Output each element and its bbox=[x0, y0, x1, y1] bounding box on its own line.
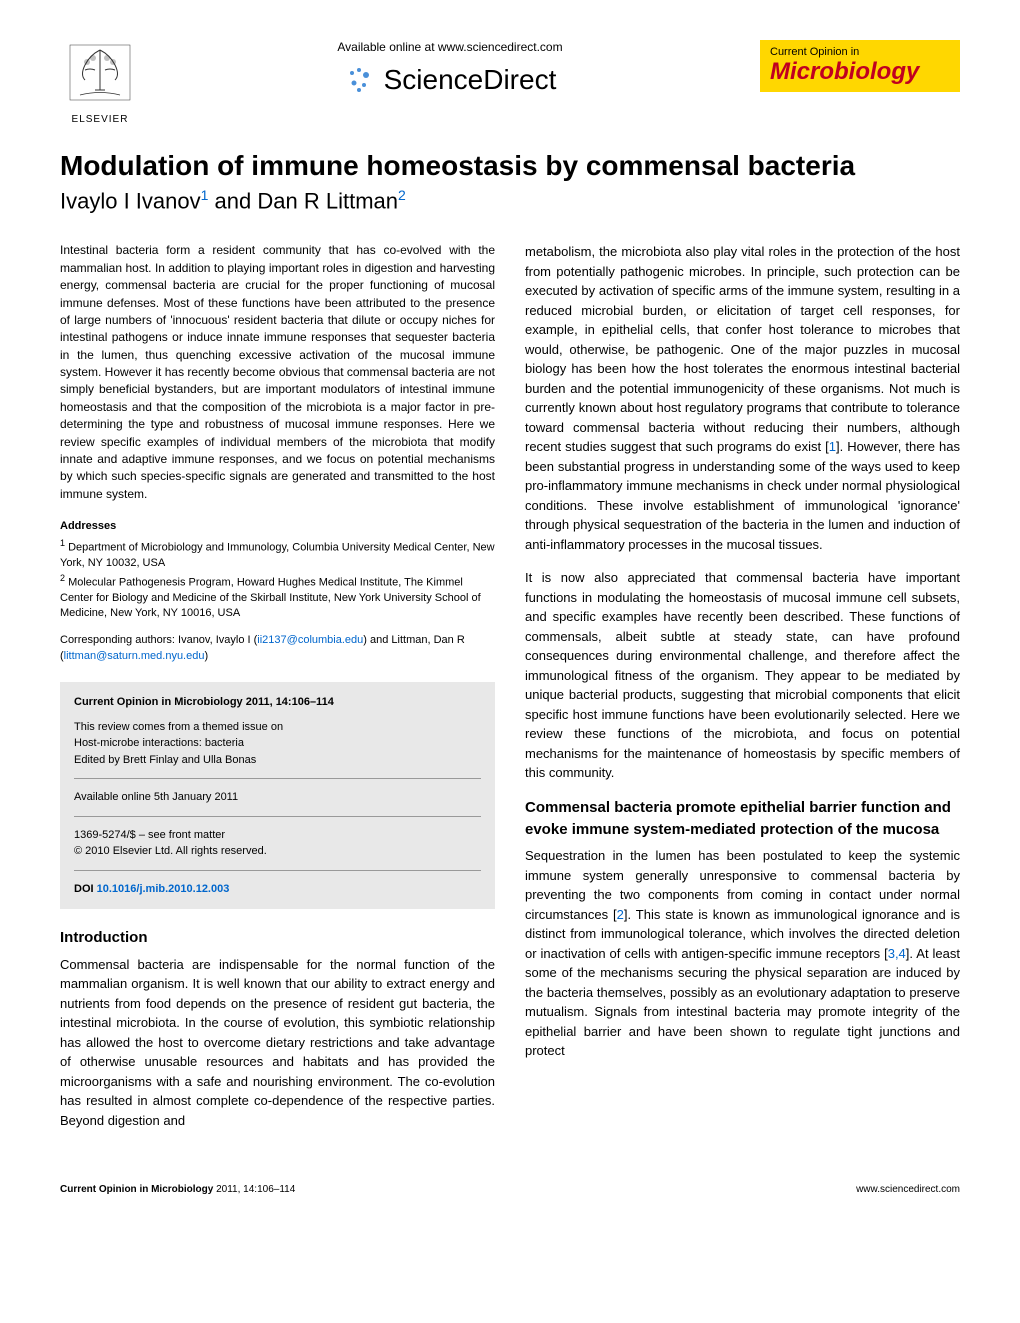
author-2: Dan R Littman bbox=[257, 188, 398, 213]
addresses-label: Addresses bbox=[60, 519, 495, 535]
ref-link-34[interactable]: 3,4 bbox=[888, 946, 906, 961]
author-connector: and bbox=[208, 188, 257, 213]
left-column: Intestinal bacteria form a resident comm… bbox=[60, 242, 495, 1144]
infobox-issn-block: 1369-5274/$ – see front matter © 2010 El… bbox=[74, 827, 481, 860]
doi-label: DOI bbox=[74, 883, 97, 895]
journal-badge: Current Opinion in Microbiology bbox=[760, 40, 960, 92]
infobox-divider-3 bbox=[74, 870, 481, 871]
elsevier-label: ELSEVIER bbox=[60, 114, 140, 125]
col2-p1-b: ]. However, there has been substantial p… bbox=[525, 439, 960, 552]
available-online-text: Available online at www.sciencedirect.co… bbox=[140, 40, 760, 54]
infobox-citation: Current Opinion in Microbiology 2011, 14… bbox=[74, 694, 481, 711]
introduction-heading: Introduction bbox=[60, 927, 495, 949]
sciencedirect-text: ScienceDirect bbox=[384, 64, 557, 96]
ref-link-2[interactable]: 2 bbox=[617, 907, 624, 922]
page-container: ELSEVIER Available online at www.science… bbox=[0, 0, 1020, 1225]
infobox-doi-row: DOI 10.1016/j.mib.2010.12.003 bbox=[74, 881, 481, 898]
section-2-heading: Commensal bacteria promote epithelial ba… bbox=[525, 797, 960, 841]
page-footer: Current Opinion in Microbiology 2011, 14… bbox=[60, 1174, 960, 1195]
intro-paragraph-1: Commensal bacteria are indispensable for… bbox=[60, 955, 495, 1131]
header-row: ELSEVIER Available online at www.science… bbox=[60, 40, 960, 125]
col2-p1-a: metabolism, the microbiota also play vit… bbox=[525, 244, 960, 454]
email-link-2[interactable]: littman@saturn.med.nyu.edu bbox=[64, 650, 205, 662]
authors: Ivaylo I Ivanov1 and Dan R Littman2 bbox=[60, 187, 960, 214]
infobox-divider-1 bbox=[74, 778, 481, 779]
journal-name: Microbiology bbox=[770, 58, 950, 86]
corresponding-authors: Corresponding authors: Ivanov, Ivaylo I … bbox=[60, 633, 495, 664]
article-title: Modulation of immune homeostasis by comm… bbox=[60, 150, 960, 182]
infobox-review-line3: Edited by Brett Finlay and Ulla Bonas bbox=[74, 754, 256, 766]
sciencedirect-logo: ScienceDirect bbox=[344, 64, 557, 96]
ref-link-1[interactable]: 1 bbox=[829, 439, 836, 454]
sciencedirect-icon bbox=[344, 65, 374, 95]
author-2-affil: 2 bbox=[398, 187, 406, 203]
addresses-block: 1 Department of Microbiology and Immunol… bbox=[60, 537, 495, 621]
email-link-1[interactable]: ii2137@columbia.edu bbox=[257, 634, 363, 646]
infobox-available: Available online 5th January 2011 bbox=[74, 789, 481, 806]
section-2-paragraph: Sequestration in the lumen has been post… bbox=[525, 846, 960, 1061]
infobox-review-line1: This review comes from a themed issue on bbox=[74, 721, 283, 733]
author-1: Ivaylo I Ivanov bbox=[60, 188, 201, 213]
two-column-layout: Intestinal bacteria form a resident comm… bbox=[60, 242, 960, 1144]
footer-right: www.sciencedirect.com bbox=[856, 1184, 960, 1195]
col2-paragraph-1: metabolism, the microbiota also play vit… bbox=[525, 242, 960, 554]
infobox-issn: 1369-5274/$ – see front matter bbox=[74, 829, 225, 841]
footer-left: Current Opinion in Microbiology 2011, 14… bbox=[60, 1184, 295, 1195]
corresponding-suffix: ) bbox=[204, 650, 208, 662]
info-box: Current Opinion in Microbiology 2011, 14… bbox=[60, 682, 495, 909]
footer-journal: Current Opinion in Microbiology bbox=[60, 1184, 213, 1195]
doi-link[interactable]: 10.1016/j.mib.2010.12.003 bbox=[97, 883, 230, 895]
address-1: Department of Microbiology and Immunolog… bbox=[60, 542, 495, 569]
journal-prefix: Current Opinion in bbox=[770, 46, 950, 58]
elsevier-tree-icon bbox=[65, 40, 135, 110]
s2-c: ]. At least some of the mechanisms secur… bbox=[525, 946, 960, 1059]
corresponding-prefix: Corresponding authors: Ivanov, Ivaylo I … bbox=[60, 634, 257, 646]
infobox-copyright: © 2010 Elsevier Ltd. All rights reserved… bbox=[74, 845, 267, 857]
footer-citation: 2011, 14:106–114 bbox=[213, 1184, 295, 1195]
abstract-text: Intestinal bacteria form a resident comm… bbox=[60, 242, 495, 503]
right-column: metabolism, the microbiota also play vit… bbox=[525, 242, 960, 1144]
address-2: Molecular Pathogenesis Program, Howard H… bbox=[60, 576, 481, 619]
infobox-review-line2: Host-microbe interactions: bacteria bbox=[74, 737, 244, 749]
infobox-review: This review comes from a themed issue on… bbox=[74, 719, 481, 769]
elsevier-logo: ELSEVIER bbox=[60, 40, 140, 125]
col2-paragraph-2: It is now also appreciated that commensa… bbox=[525, 568, 960, 783]
center-header: Available online at www.sciencedirect.co… bbox=[140, 40, 760, 100]
infobox-divider-2 bbox=[74, 816, 481, 817]
